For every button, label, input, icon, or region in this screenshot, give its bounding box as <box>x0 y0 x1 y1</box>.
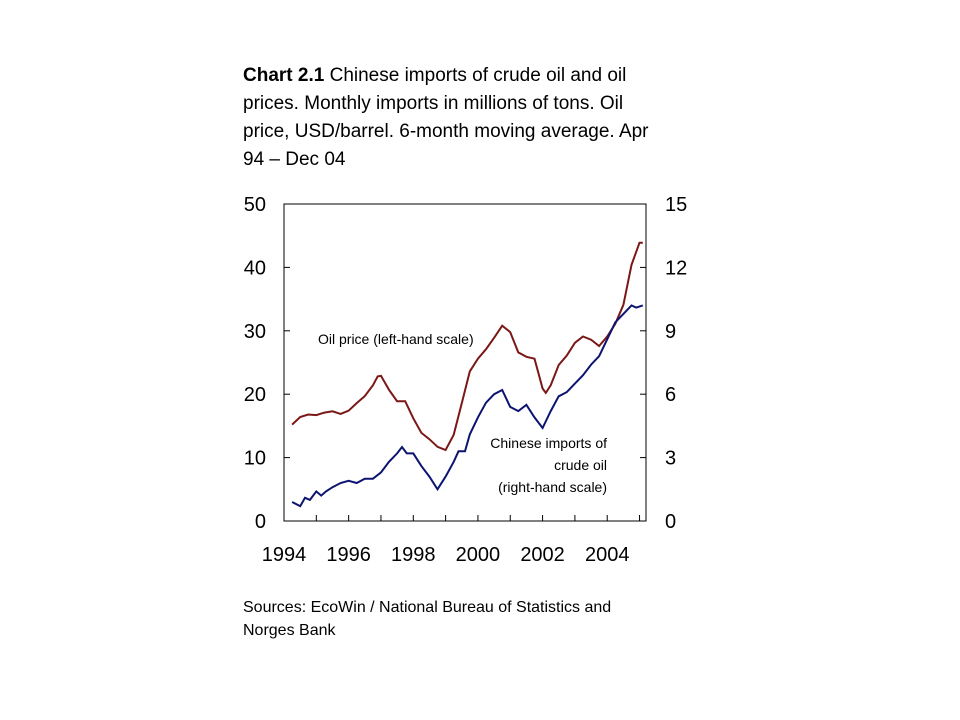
y-right-tick-label: 12 <box>665 257 687 279</box>
y-left-tick-label: 40 <box>244 257 266 279</box>
annotation-imports-line1: Chinese imports of <box>490 435 607 451</box>
y-left-tick-label: 30 <box>244 321 266 343</box>
chart-title: Chart 2.1 Chinese imports of crude oil a… <box>243 62 663 174</box>
y-axis-left: 0 10 20 30 40 50 <box>244 194 290 533</box>
y-right-tick-label: 15 <box>665 194 687 216</box>
y-right-tick-label: 9 <box>665 321 676 343</box>
sources-note: Sources: EcoWin / National Bureau of Sta… <box>243 599 612 639</box>
x-tick-label: 2000 <box>456 544 501 566</box>
plot-frame <box>283 203 647 522</box>
y-left-tick-label: 10 <box>244 448 266 470</box>
chart-number: Chart 2.1 <box>243 65 325 86</box>
y-left-tick-label: 20 <box>244 384 266 406</box>
annotation-oil-price: Oil price (left-hand scale) <box>318 331 474 347</box>
series-line-imports <box>291 304 644 508</box>
y-right-tick-label: 0 <box>665 511 676 533</box>
x-tick-label: 2004 <box>585 544 630 566</box>
x-tick-label: 1998 <box>391 544 436 566</box>
y-left-tick-label: 50 <box>244 194 266 216</box>
x-tick-label: 1994 <box>262 544 307 566</box>
annotation-imports-line2: crude oil <box>554 457 607 473</box>
x-axis: 1994 1996 1998 2000 2002 2004 <box>262 515 641 566</box>
y-right-tick-label: 3 <box>665 448 676 470</box>
annotation-imports-line3: (right-hand scale) <box>498 479 607 495</box>
chart-title-text: Chinese imports of crude oil and oil pri… <box>243 65 649 170</box>
series-line-oil-price <box>291 241 643 452</box>
y-right-tick-label: 6 <box>665 384 676 406</box>
x-tick-label: 2002 <box>520 544 565 566</box>
y-left-tick-label: 0 <box>255 511 266 533</box>
x-tick-label: 1996 <box>326 544 371 566</box>
y-axis-right: 0 3 6 9 12 15 <box>640 194 687 533</box>
